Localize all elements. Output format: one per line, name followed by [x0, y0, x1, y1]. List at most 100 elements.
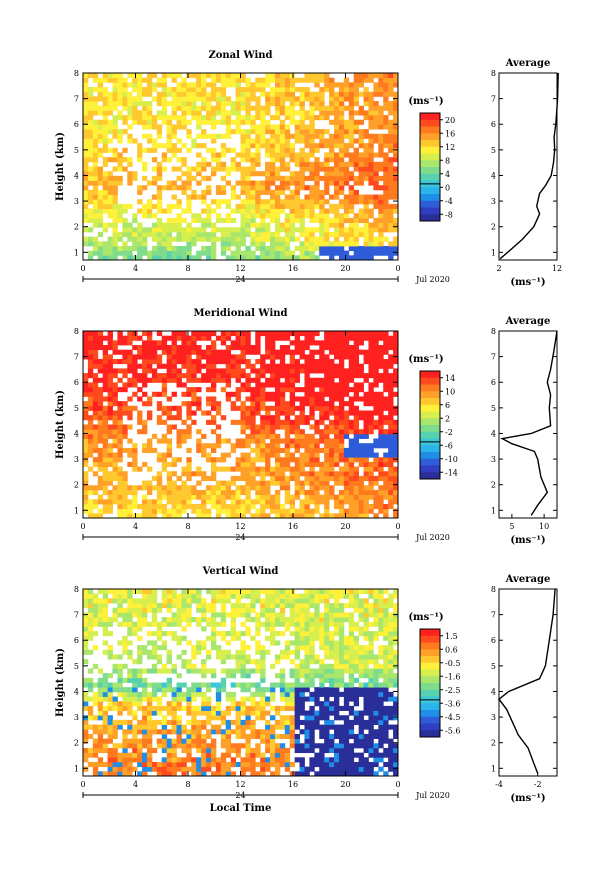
heatmap-cell: [102, 354, 109, 360]
heatmap-cell: [137, 466, 143, 472]
heatmap-cell: [250, 222, 256, 228]
heatmap-cell: [132, 503, 138, 510]
heatmap-cell: [112, 175, 118, 181]
heatmap-cell: [201, 363, 207, 369]
heatmap-cell: [171, 340, 177, 346]
heatmap-cell: [142, 419, 148, 425]
heatmap-cell: [171, 457, 177, 463]
heatmap-cell: [107, 77, 113, 83]
heatmap-cell: [97, 617, 104, 623]
heatmap-cell: [122, 743, 128, 749]
heatmap-cell: [122, 401, 128, 407]
heatmap-cell: [122, 719, 128, 725]
heatmap-cell: [314, 189, 320, 195]
heatmap-cell: [250, 475, 256, 482]
heatmap-cell: [127, 673, 133, 679]
heatmap-cell: [393, 133, 399, 139]
heatmap-cell: [230, 489, 236, 496]
heatmap-cell: [137, 621, 143, 627]
heatmap-cell: [117, 438, 123, 444]
heatmap-cell: [334, 110, 340, 116]
heatmap-cell: [245, 612, 251, 618]
heatmap-cell: [343, 387, 350, 393]
heatmap-cell: [220, 715, 227, 721]
heatmap-cell: [97, 705, 104, 711]
heatmap-cell: [181, 494, 187, 500]
heatmap-cell: [378, 433, 384, 439]
heatmap-cell: [329, 485, 335, 491]
heatmap-cell: [201, 738, 207, 744]
heatmap-cell: [156, 189, 163, 195]
heatmap-cell: [92, 457, 99, 463]
heatmap-cell: [245, 743, 251, 749]
heatmap-cell: [294, 208, 300, 214]
heatmap-cell: [314, 143, 320, 149]
heatmap-cell: [378, 335, 384, 341]
heatmap-cell: [314, 508, 320, 514]
heatmap-cell: [107, 91, 113, 97]
heatmap-cell: [373, 105, 379, 111]
heatmap-cell: [83, 677, 89, 683]
heatmap-cell: [151, 631, 158, 637]
heatmap-cell: [206, 705, 212, 711]
colorbar-swatch: [420, 472, 440, 480]
heatmap-cell: [127, 738, 133, 744]
heatmap-cell: [97, 175, 104, 181]
heatmap-cell: [102, 368, 109, 374]
heatmap-cell: [250, 396, 256, 402]
heatmap-cell: [378, 391, 384, 397]
heatmap-cell: [127, 236, 133, 242]
heatmap-cell: [112, 382, 118, 388]
heatmap-cell: [92, 203, 99, 209]
heatmap-cell: [127, 96, 133, 102]
heatmap-cell: [260, 391, 266, 397]
heatmap-cell: [137, 119, 143, 125]
heatmap-cell: [196, 607, 202, 613]
heatmap-cell: [235, 194, 241, 200]
heatmap-cell: [201, 645, 207, 651]
heatmap-cell: [338, 129, 345, 135]
heatmap-cell: [122, 757, 128, 763]
heatmap-cell: [265, 382, 271, 388]
heatmap-cell: [334, 133, 340, 139]
heatmap-cell: [132, 589, 138, 595]
heatmap-cell: [373, 124, 379, 130]
heatmap-cell: [230, 691, 236, 697]
heatmap-cell: [230, 747, 236, 754]
heatmap-cell: [358, 382, 364, 388]
heatmap-cell: [343, 494, 350, 500]
heatmap-cell: [132, 457, 138, 463]
heatmap-cell: [353, 213, 360, 219]
heatmap-cell: [186, 743, 192, 749]
heatmap-cell: [334, 119, 340, 125]
heatmap-cell: [230, 391, 236, 397]
heatmap-cell: [181, 96, 187, 102]
heatmap-cell: [274, 513, 281, 519]
heatmap-cell: [201, 115, 207, 121]
heatmap-cell: [373, 175, 379, 181]
heatmap-cell: [289, 391, 296, 397]
heatmap-cell: [132, 607, 138, 613]
heatmap-cell: [201, 119, 207, 125]
heatmap-cell: [87, 138, 94, 144]
heatmap-cell: [348, 138, 355, 144]
heatmap-cell: [393, 485, 399, 491]
heatmap-cell: [97, 710, 104, 716]
heatmap-cell: [240, 607, 246, 613]
heatmap-cell: [383, 166, 389, 172]
heatmap-cell: [127, 438, 133, 444]
heatmap-cell: [304, 236, 310, 242]
heatmap-cell: [97, 771, 104, 777]
heatmap-cell: [181, 82, 187, 88]
heatmap-cell: [142, 617, 148, 623]
heatmap-cell: [107, 208, 113, 214]
heatmap-cell: [309, 245, 315, 252]
heatmap-cell: [319, 245, 325, 252]
heatmap-cell: [250, 157, 256, 163]
heatmap-cell: [186, 752, 192, 758]
heatmap-cell: [260, 354, 266, 360]
heatmap-cell: [210, 589, 217, 595]
heatmap-cell: [255, 96, 261, 102]
heatmap-cell: [186, 222, 192, 228]
